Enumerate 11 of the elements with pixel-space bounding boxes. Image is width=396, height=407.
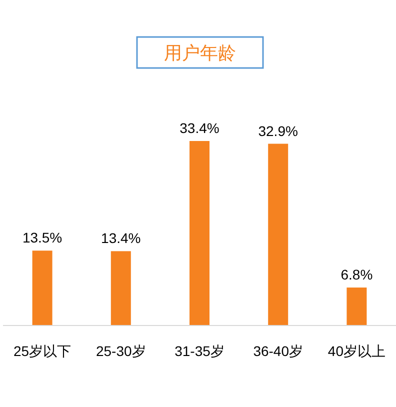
data-label: 13.4% [101, 230, 141, 246]
x-tick-label: 40岁以上 [328, 343, 386, 359]
x-tick-label: 36-40岁 [253, 343, 304, 359]
x-tick-label: 25-30岁 [96, 343, 146, 359]
x-tick-label: 25岁以下 [14, 343, 72, 359]
data-label: 6.8% [340, 266, 373, 283]
data-label: 33.4% [180, 120, 220, 136]
data-label: 32.9% [258, 122, 298, 139]
data-label: 13.5% [22, 230, 62, 246]
x-tick-label: 31-35岁 [174, 343, 224, 359]
title: 用户年龄 [164, 43, 236, 63]
